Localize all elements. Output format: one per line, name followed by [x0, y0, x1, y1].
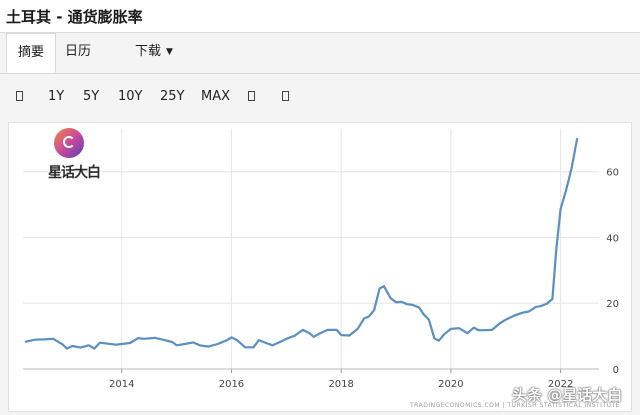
x-tick-label-2014: 2014 [109, 379, 134, 390]
tab-bar: 摘要 日历 下载 ▼ [0, 33, 640, 74]
y-tick-label-60: 60 [606, 168, 619, 179]
tab-calendar-label: 日历 [64, 44, 91, 59]
range-10y-button[interactable]: 10Y [118, 89, 143, 104]
x-tick-label-2016: 2016 [219, 379, 244, 390]
inflation-chart: 0 20 40 60 2014 2016 2018 2020 2022 [23, 129, 619, 390]
tab-download[interactable]: 下载 ▼ [126, 33, 182, 73]
range-1y-button[interactable]: 1Y [48, 89, 65, 104]
y-tick-label-20: 20 [606, 299, 619, 310]
y-tick-label-0: 0 [613, 365, 619, 376]
watermark: 头条 @星话大白 [512, 386, 623, 404]
y-tick-label-40: 40 [606, 233, 619, 244]
calendar-icon[interactable] [16, 88, 23, 106]
chart-type-icon[interactable] [248, 88, 255, 106]
series-line-0 [24, 137, 579, 350]
logo-text: 星话大白 [48, 165, 101, 181]
logo-icon [54, 128, 84, 158]
range-25y-button[interactable]: 25Y [160, 89, 185, 104]
x-tick-label-2018: 2018 [328, 379, 353, 390]
x-tick-label-2022: 2022 [548, 379, 573, 390]
channel-logo: 星话大白 [48, 128, 108, 184]
tab-calendar[interactable]: 日历 [56, 33, 100, 73]
x-tick-label-2020: 2020 [438, 379, 463, 390]
source-attribution: TRADINGECONOMICS.COM | TURKISH STATISTIC… [410, 402, 620, 409]
chart-toolbar: 1Y 5Y 10Y 25Y MAX [0, 74, 640, 120]
chevron-down-icon: ▼ [166, 47, 173, 57]
tab-download-label: 下载 [135, 44, 162, 59]
chart-panel: 0 20 40 60 2014 2016 2018 2020 2022 [8, 122, 632, 412]
tab-summary-label: 摘要 [17, 45, 44, 60]
fullscreen-icon[interactable] [282, 88, 289, 106]
tab-summary[interactable]: 摘要 [6, 33, 56, 73]
range-max-button[interactable]: MAX [201, 89, 231, 104]
title-bar: 土耳其 - 通货膨胀率 [0, 0, 640, 33]
page-title: 土耳其 - 通货膨胀率 [6, 8, 143, 26]
range-5y-button[interactable]: 5Y [83, 89, 100, 104]
